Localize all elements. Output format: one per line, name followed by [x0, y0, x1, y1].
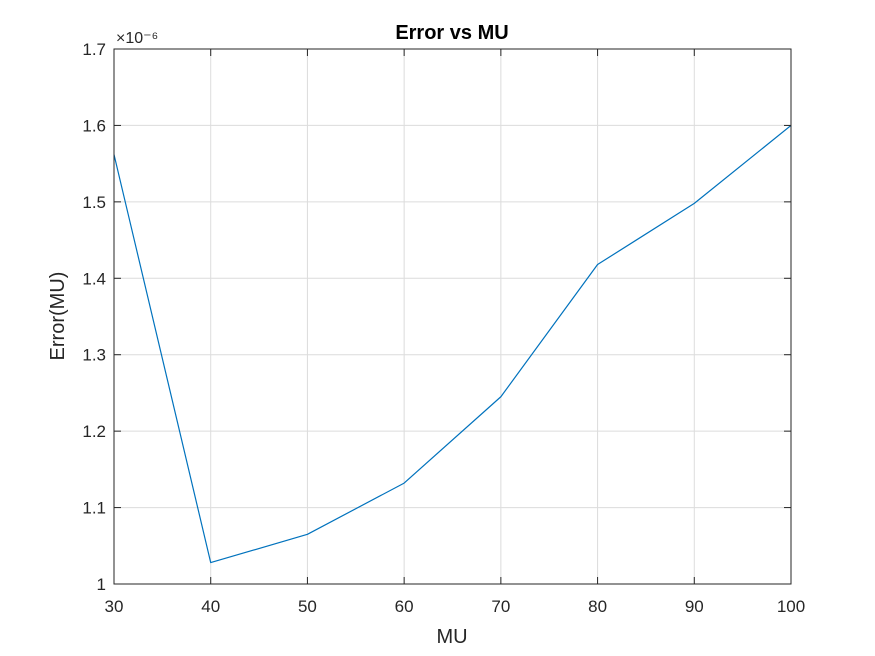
series-group	[113, 124, 792, 564]
tick-labels: 30 40 50 60 70 80 90 100 1 1.1 1.2 1.3 1.4 1.5 1.6 1.7	[82, 40, 805, 616]
y-tick-label: 1	[97, 575, 106, 594]
x-tick-label: 50	[298, 597, 317, 616]
grid	[114, 49, 791, 584]
y-tick-label: 1.4	[82, 269, 106, 288]
y-axis-label: Error(MU)	[47, 272, 69, 361]
y-exponent-label: ×10⁻⁶	[116, 30, 158, 47]
x-tick-label: 100	[777, 597, 805, 616]
y-tick-label: 1.3	[82, 346, 106, 365]
y-tick-label: 1.6	[82, 116, 106, 135]
y-tick-label: 1.7	[82, 40, 106, 59]
x-tick-label: 90	[685, 597, 704, 616]
plot-background	[114, 49, 791, 584]
x-tick-label: 70	[491, 597, 510, 616]
chart-title: Error vs MU	[395, 22, 508, 44]
x-tick-label: 40	[201, 597, 220, 616]
y-tick-label: 1.2	[82, 422, 106, 441]
y-tick-label: 1.5	[82, 193, 106, 212]
plot-frame	[113, 48, 792, 585]
x-tick-label: 30	[105, 597, 124, 616]
x-axis-label: MU	[436, 626, 467, 648]
x-tick-label: 80	[588, 597, 607, 616]
y-tick-label: 1.1	[82, 499, 106, 518]
x-tick-label: 60	[395, 597, 414, 616]
series-line	[113, 124, 792, 564]
ticks	[113, 48, 792, 585]
